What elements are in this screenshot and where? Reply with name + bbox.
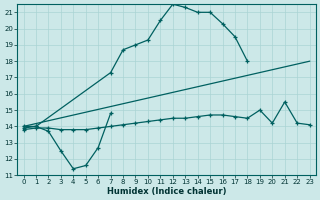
X-axis label: Humidex (Indice chaleur): Humidex (Indice chaleur) — [107, 187, 226, 196]
